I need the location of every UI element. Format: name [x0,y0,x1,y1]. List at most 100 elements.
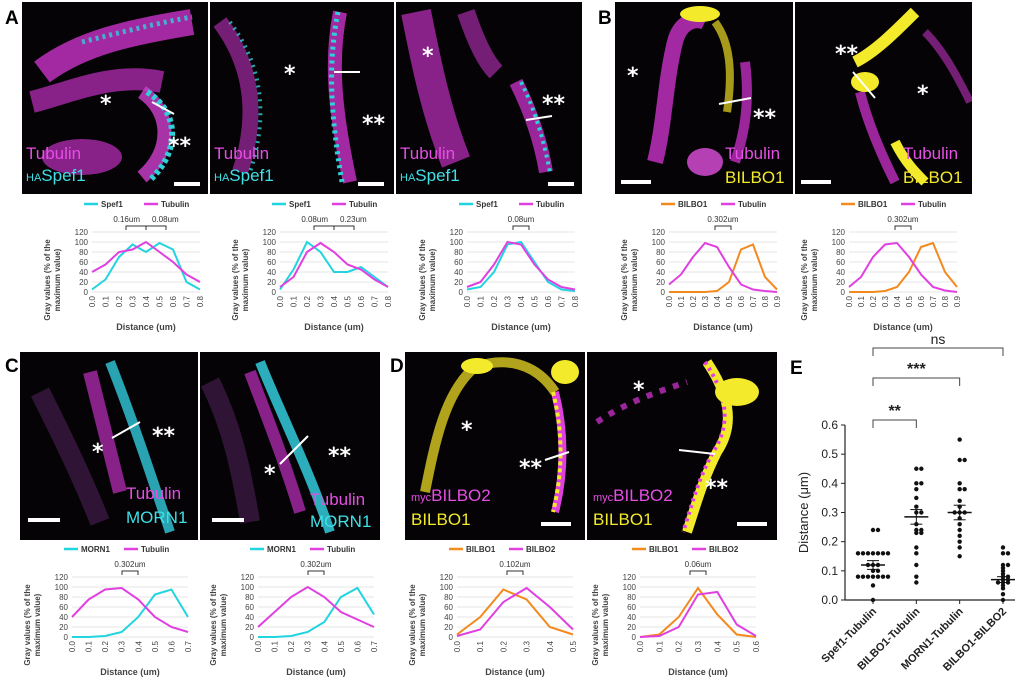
scale-bar [801,180,831,184]
y-tick-label: 20 [245,623,254,632]
y-tick-label: 40 [454,268,463,277]
data-point [870,551,876,556]
data-point [957,457,962,463]
data-point [870,597,876,603]
y-tick-label: 100 [652,238,666,247]
x-tick-label: 0.2 [869,295,878,307]
asterisk: * [264,462,276,487]
double-asterisk: ** [168,134,192,159]
data-point [914,551,919,556]
legend-label: Tubulin [161,200,189,209]
annotation-label: 0.06um [685,560,712,569]
asterisk: * [422,44,434,69]
tubulin-label: Tubulin [400,144,456,163]
x-tick-label: 0.1 [271,640,280,652]
series-line-spef1 [466,240,576,292]
annotation-bracket [894,225,912,230]
micrograph-b2: ** * Tubulin BILBO1 [795,2,972,194]
x-tick-label: 0.6 [357,295,366,307]
series-line-tubulin [91,240,201,283]
data-point [957,554,962,559]
data-point [914,580,919,585]
x-tick-label: 0.5 [344,295,353,307]
x-tick-label: 0.3 [701,295,710,307]
y-tick-label: 60 [836,258,845,267]
y-tick-label: 20 [454,278,463,287]
x-tick-label: 0.7 [183,295,192,307]
y-tick-label: 0.1 [821,564,838,578]
y-tick-label: 20 [79,278,88,287]
tubulin-label: Tubulin [126,484,182,503]
y-axis-label: maximum value) [601,593,610,656]
x-tick-label: 0.6 [544,295,553,307]
x-tick-label: 0.2 [101,640,110,652]
y-tick-label: 0 [632,633,637,642]
legend-label: Spef1 [476,200,498,209]
x-tick-label: 0.1 [477,295,486,307]
data-point [880,551,886,556]
asterisk: * [627,64,639,89]
data-point [855,551,861,556]
x-tick-label: 0.1 [85,640,94,652]
legend-label: Tubulin [349,200,377,209]
panel-letter-d: D [390,356,404,377]
y-tick-label: 100 [450,238,464,247]
y-axis-label: Gray values (% of the [23,584,32,666]
y-tick-label: 0.4 [821,476,838,490]
y-tick-label: 40 [836,268,845,277]
y-axis-label: maximum value) [241,248,250,311]
x-tick-label: 0.1 [677,295,686,307]
y-tick-label: 40 [627,613,636,622]
y-tick-label: 100 [55,583,69,592]
data-point [919,510,924,515]
data-point [957,481,962,486]
y-tick-label: 60 [454,258,463,267]
data-point [962,486,967,492]
series-line-bilbo1 [639,586,757,638]
y-tick-label: 40 [444,613,453,622]
x-tick-label: 0.0 [453,640,462,652]
series-line-tubulin [848,241,958,293]
scale-bar [737,522,767,526]
x-tick-label: 0.9 [773,295,782,307]
line-plot-a1: Spef1 Tubulin 0 20 40 60 80 100 120 0.0 0.1 0.2 0.3 0… [40,200,208,348]
x-tick-label: 0.8 [384,295,393,307]
y-axis-label: maximum value) [428,248,437,311]
scale-bar [541,522,571,526]
line-plot-a3: Spef1 Tubulin 0 20 40 60 80 100 120 0.0 0.1 0.2 0.3 0… [415,200,583,348]
x-tick-label: 0.4 [893,295,902,307]
y-tick-label: 80 [245,593,254,602]
y-axis-label: Gray values (% of the [231,239,240,321]
y-tick-label: 0 [449,633,454,642]
data-point [957,545,962,550]
y-tick-label: 120 [75,228,89,237]
y-tick-label: 20 [444,623,453,632]
y-tick-label: 0.3 [821,506,838,520]
data-point [914,574,919,579]
panel-letter-b: B [598,8,612,29]
legend-label: MORN1 [81,545,110,554]
double-asterisk: ** [705,476,729,501]
legend-label: BILBO1 [649,545,679,554]
scale-bar [548,182,574,186]
annotation-label: 0.23um [340,215,367,224]
y-tick-label: 100 [241,583,255,592]
asterisk: * [284,62,296,87]
line-plot-c1: MORN1 Tubulin 0 20 40 60 80 100 120 0.0 0.1 0.2 0.3 0… [20,545,196,691]
data-point [870,583,876,588]
y-tick-label: 0 [84,288,89,297]
data-point [885,574,891,579]
data-point [1000,562,1006,568]
x-tick-label: 0.1 [857,295,866,307]
data-point [962,457,967,463]
x-tick-label: 0.1 [290,295,299,307]
series-line-bilbo1 [669,243,778,293]
y-tick-label: 120 [241,573,255,582]
x-tick-label: 0.5 [905,295,914,307]
annotation-bracket [121,570,139,575]
x-tick-label: 0.6 [167,640,176,652]
y-tick-label: 120 [832,228,846,237]
legend-label: BILBO1 [858,200,888,209]
y-axis-label: Gray values (% of the [408,584,417,666]
x-tick-label: 0.8 [761,295,770,307]
